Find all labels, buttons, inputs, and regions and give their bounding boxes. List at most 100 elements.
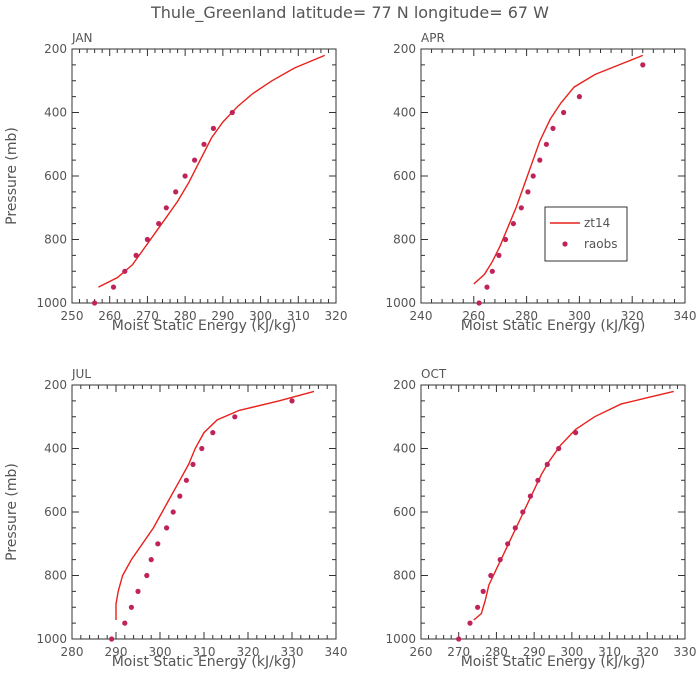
y-tick-label: 200 [393, 42, 416, 56]
raobs-point [155, 541, 161, 547]
raobs-point [170, 509, 176, 515]
raobs-point [543, 141, 550, 147]
raobs-point [537, 157, 543, 163]
raobs-point [190, 461, 196, 467]
series-line-zt14 [473, 390, 674, 621]
axis-ticks: 280 290 300 310 320 330 340 200 400 600 800 1000 [36, 378, 347, 659]
x-tick-label: 260 [462, 309, 485, 323]
raobs-point [576, 94, 583, 100]
legend-obs-label: raobs [584, 237, 618, 251]
series-line-zt14 [473, 54, 644, 285]
x-tick-label: 240 [410, 309, 433, 323]
raobs-point [505, 541, 511, 547]
x-tick-label: 340 [325, 645, 348, 659]
raobs-point [201, 141, 207, 147]
y-tick-label: 1000 [36, 296, 67, 310]
raobs-point [182, 173, 188, 179]
raobs-point [232, 414, 238, 420]
panel-oct: OCT Moist Static Energy (kJ/kg) 260 270 28… [385, 367, 696, 670]
raobs-point [192, 157, 198, 163]
x-tick-label: 320 [325, 309, 348, 323]
raobs-point [488, 572, 494, 579]
raobs-point [199, 445, 205, 452]
panel-title: OCT [421, 367, 447, 381]
raobs-point [535, 477, 541, 483]
y-tick-label: 200 [393, 378, 416, 392]
raobs-point [475, 604, 481, 610]
x-tick-label: 280 [174, 309, 197, 323]
legend-obs-swatch [562, 241, 568, 247]
raobs-point [122, 268, 128, 274]
x-tick-label: 290 [523, 645, 546, 659]
raobs-point [163, 205, 169, 211]
raobs-point [135, 588, 141, 595]
y-tick-label: 600 [393, 169, 416, 183]
y-axis-label: Pressure (mb) [4, 463, 20, 561]
raobs-point [109, 636, 115, 642]
raobs-point [496, 252, 502, 258]
y-tick-label: 800 [393, 233, 416, 247]
raobs-point [183, 477, 189, 483]
panel-title: APR [421, 31, 445, 45]
raobs-point [122, 620, 128, 626]
x-tick-label: 250 [61, 309, 84, 323]
data-marks [473, 54, 646, 306]
x-tick-label: 310 [598, 645, 621, 659]
raobs-point [561, 109, 567, 116]
raobs-point [456, 636, 462, 642]
series-line-zt14 [115, 390, 315, 620]
raobs-point [525, 189, 531, 195]
raobs-point [544, 461, 550, 467]
y-tick-label: 1000 [385, 632, 416, 646]
legend-model-label: zt14 [584, 216, 610, 230]
raobs-point [510, 221, 516, 227]
raobs-point [480, 588, 486, 595]
x-tick-label: 280 [61, 645, 84, 659]
x-tick-label: 320 [636, 645, 659, 659]
panel-jan: JAN Moist Static Energy (kJ/kg) Pressure… [4, 31, 347, 334]
raobs-point [144, 572, 150, 579]
raobs-point [156, 221, 162, 227]
x-axis-label: Moist Static Energy (kJ/kg) [461, 318, 646, 334]
raobs-point [520, 509, 526, 515]
plot-frame [71, 48, 337, 304]
raobs-point [530, 173, 536, 179]
x-axis-label: Moist Static Energy (kJ/kg) [461, 654, 646, 670]
data-marks [92, 54, 325, 306]
y-tick-label: 200 [44, 378, 67, 392]
raobs-point [92, 300, 98, 306]
x-axis-label: Moist Static Energy (kJ/kg) [112, 318, 297, 334]
raobs-point [229, 109, 235, 116]
x-tick-label: 280 [485, 645, 508, 659]
raobs-point [133, 252, 139, 258]
x-tick-label: 300 [249, 309, 272, 323]
raobs-point [164, 525, 170, 531]
raobs-point [497, 557, 503, 563]
x-tick-label: 330 [281, 645, 304, 659]
y-tick-label: 600 [393, 505, 416, 519]
y-tick-label: 400 [393, 442, 416, 456]
x-tick-label: 330 [674, 645, 697, 659]
y-tick-label: 800 [44, 233, 67, 247]
raobs-point [173, 189, 179, 195]
raobs-point [502, 236, 509, 243]
x-tick-label: 270 [136, 309, 159, 323]
raobs-point [550, 125, 556, 131]
raobs-point [110, 284, 117, 290]
x-tick-label: 260 [410, 645, 433, 659]
y-tick-label: 600 [44, 505, 67, 519]
x-tick-label: 270 [447, 645, 470, 659]
x-tick-label: 340 [674, 309, 697, 323]
raobs-point [640, 62, 646, 68]
x-tick-label: 320 [237, 645, 260, 659]
plot-frame [420, 384, 686, 640]
y-axis-label: Pressure (mb) [4, 127, 20, 225]
plot-frame [420, 48, 686, 304]
raobs-point [476, 300, 482, 306]
axis-ticks: 250 260 270 280 290 300 310 320 200 400 600 800 1000 [36, 42, 347, 323]
x-tick-label: 310 [287, 309, 310, 323]
plot-frame [71, 384, 337, 640]
raobs-point [210, 125, 216, 131]
data-marks [109, 390, 315, 642]
